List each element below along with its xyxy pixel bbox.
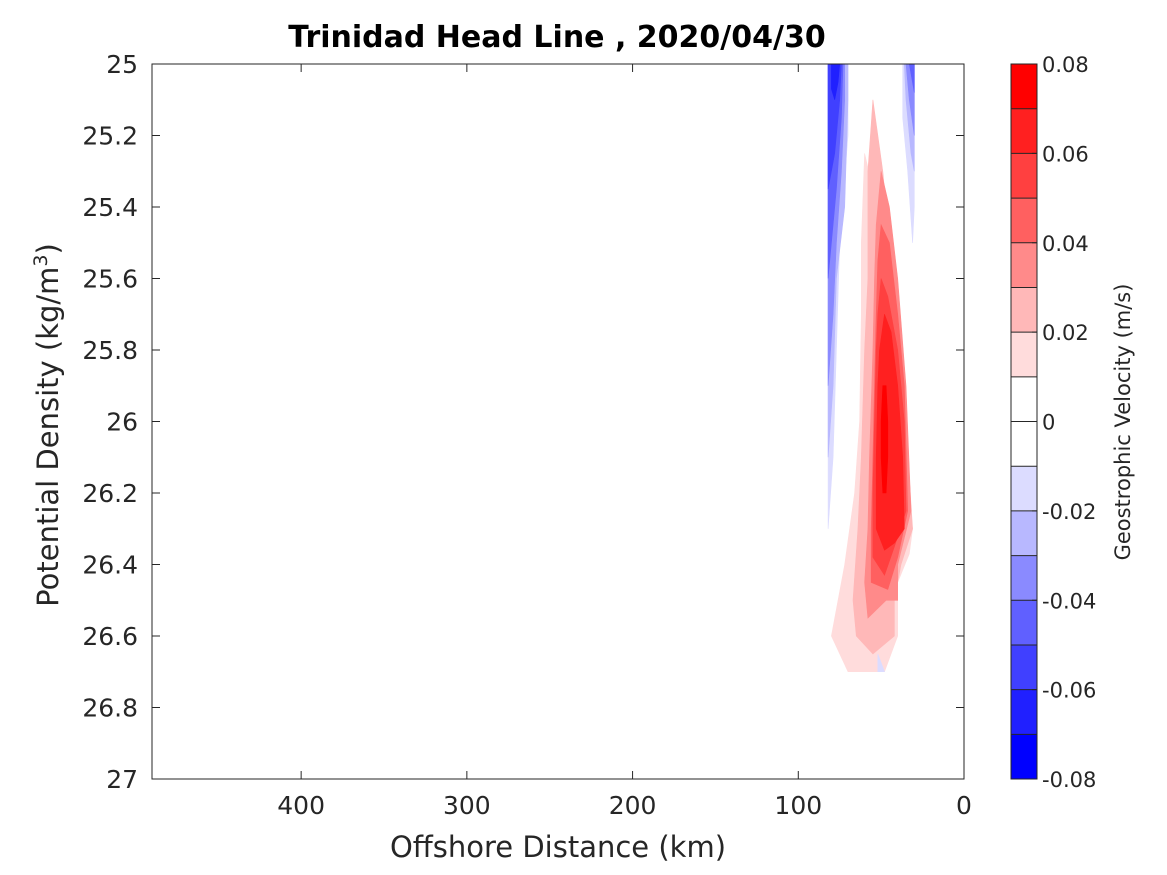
x-tick-label: 400 <box>277 791 325 820</box>
contour-region-9 <box>877 653 885 673</box>
colorbar-band <box>1011 332 1037 378</box>
y-tick-label: 26.8 <box>82 694 138 723</box>
y-axis-label-main: Potential Density (kg/m <box>31 267 65 607</box>
colorbar-label: Geostrophic Velocity (m/s) <box>1111 284 1135 561</box>
colorbar-tick-label: 0.06 <box>1042 142 1089 166</box>
colorbar-band <box>1011 689 1037 735</box>
plot-area: 400 300 200 100 0 25 25.2 25.4 25.6 25.8 26 26.2 26… <box>82 50 972 820</box>
colorbar-band <box>1011 555 1037 601</box>
colorbar-band <box>1011 600 1037 646</box>
y-tick-label: 25.6 <box>82 265 138 294</box>
contour-region-6 <box>880 385 889 494</box>
x-axis: 400 300 200 100 0 <box>277 64 972 820</box>
colorbar-band <box>1011 644 1037 691</box>
colorbar-tick-label: 0.04 <box>1042 232 1089 256</box>
y-axis: 25 25.2 25.4 25.6 25.8 26 26.2 26.4 26.6 26.8 27 <box>82 50 964 794</box>
colorbar-band <box>1011 108 1037 154</box>
colorbar-tick-label: 0.08 <box>1042 53 1089 77</box>
y-tick-label: 26.6 <box>82 622 138 651</box>
y-tick-label: 25 <box>106 50 138 79</box>
colorbar-band <box>1011 153 1037 199</box>
contour-fills <box>827 63 915 673</box>
colorbar-band <box>1011 64 1037 110</box>
colorbar-tick-label: -0.08 <box>1042 768 1096 792</box>
colorbar: 0.08 0.06 0.04 0.02 0 -0.02 -0.04 -0.06 -0.08 <box>1010 53 1096 792</box>
x-tick-label: 0 <box>956 791 972 820</box>
x-tick-label: 200 <box>609 791 657 820</box>
y-tick-label: 25.2 <box>82 122 138 151</box>
colorbar-band <box>1011 376 1037 422</box>
colorbar-band <box>1011 510 1037 557</box>
y-axis-label-close: ) <box>31 243 65 254</box>
colorbar-tick-label: -0.06 <box>1042 679 1096 703</box>
y-tick-label: 26.4 <box>82 551 138 580</box>
y-tick-label: 27 <box>106 765 138 794</box>
x-axis-label: Offshore Distance (km) <box>390 830 726 864</box>
colorbar-bands <box>1011 64 1037 780</box>
colorbar-ticks: 0.08 0.06 0.04 0.02 0 -0.02 -0.04 -0.06 -0.08 <box>1032 53 1096 792</box>
x-tick-label: 100 <box>774 791 822 820</box>
colorbar-tick-label: 0.02 <box>1042 321 1089 345</box>
y-tick-label: 25.8 <box>82 336 138 365</box>
colorbar-band <box>1011 242 1037 288</box>
colorbar-band <box>1011 734 1037 780</box>
x-tick-label: 300 <box>443 791 491 820</box>
y-tick-label: 26 <box>106 408 138 437</box>
colorbar-tick-label: 0 <box>1042 411 1055 435</box>
y-axis-label: Potential Density (kg/m3) <box>30 243 65 607</box>
colorbar-tick-label: -0.04 <box>1042 589 1096 613</box>
colorbar-tick-label: -0.02 <box>1042 500 1096 524</box>
y-tick-label: 26.2 <box>82 479 138 508</box>
colorbar-band <box>1011 287 1037 333</box>
colorbar-band <box>1011 466 1037 512</box>
chart-title: Trinidad Head Line , 2020/04/30 <box>288 20 825 55</box>
colorbar-band <box>1011 421 1037 467</box>
y-axis-label-superscript: 3 <box>30 254 52 266</box>
colorbar-band <box>1011 198 1037 244</box>
y-tick-label: 25.4 <box>82 193 138 222</box>
